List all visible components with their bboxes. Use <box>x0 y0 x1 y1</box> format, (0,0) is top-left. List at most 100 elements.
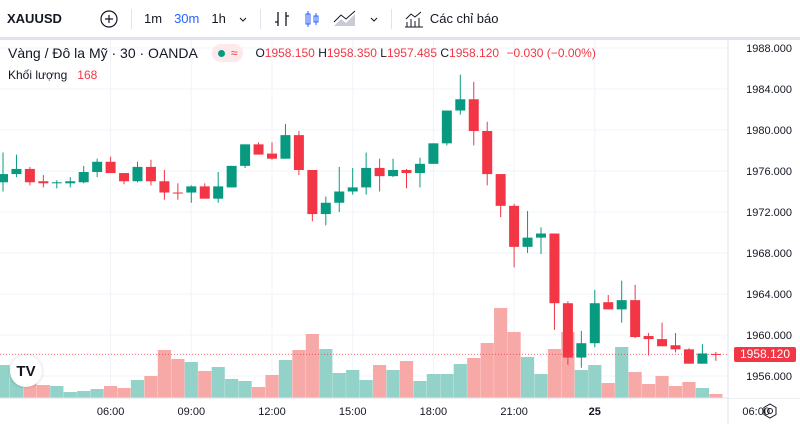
time-tick-label: 18:00 <box>420 406 448 418</box>
area-chart-type-button[interactable] <box>327 5 363 33</box>
time-tick-label: 15:00 <box>339 406 367 418</box>
volume-bar <box>399 361 414 398</box>
candle-body <box>119 173 130 182</box>
candle-body <box>697 353 708 364</box>
candle <box>78 165 89 184</box>
price-tick-label: 1960.000 <box>746 330 792 342</box>
candle <box>509 203 520 268</box>
plus-circle-icon <box>100 9 118 28</box>
candle-body <box>455 99 466 111</box>
bar-chart-type-button[interactable] <box>267 5 297 33</box>
candle <box>38 175 49 188</box>
price-chart[interactable]: 1988.000 1984.000 1980.000 1976.000 1972.000… <box>0 40 800 424</box>
candle-body <box>576 343 587 358</box>
approx-icon: ≈ <box>230 46 238 60</box>
area-chart-icon <box>333 10 356 26</box>
chart-type-dropdown[interactable] <box>363 5 385 33</box>
candle-body <box>24 168 35 183</box>
tradingview-logo[interactable]: TV <box>10 355 42 387</box>
compare-symbol-button[interactable] <box>93 5 125 33</box>
volume-bar <box>668 386 683 398</box>
volume-bar <box>359 380 373 398</box>
candle-body <box>78 172 89 183</box>
candle-body <box>562 303 573 358</box>
volume-bar <box>695 388 709 398</box>
price-tick-label: 1972.000 <box>746 207 792 219</box>
market-open-icon <box>217 49 225 57</box>
volume-bar <box>574 370 588 398</box>
time-tick-label: 06:00 <box>742 406 770 418</box>
volume-bar <box>642 384 656 398</box>
volume-bar <box>171 359 185 398</box>
candle <box>710 351 721 361</box>
candle-body <box>603 302 614 310</box>
candle-body <box>293 135 304 170</box>
candle-body <box>267 153 277 159</box>
candle <box>468 81 479 146</box>
volume-bar <box>628 372 642 398</box>
candle <box>522 210 533 253</box>
volume-bar <box>251 387 266 398</box>
settings-icon[interactable] <box>762 403 778 419</box>
interval-1m[interactable]: 1m <box>144 11 163 26</box>
candle <box>697 344 708 364</box>
candle-body <box>65 181 76 184</box>
price-tick-label: 1988.000 <box>746 43 792 55</box>
price-axis <box>729 40 800 398</box>
indicators-label: Các chỉ báo <box>429 11 499 26</box>
volume-bar <box>104 386 118 398</box>
candle-body <box>589 303 600 344</box>
candle-body <box>509 205 520 247</box>
candle-body <box>172 192 183 194</box>
candle <box>616 280 627 323</box>
symbol-search[interactable]: XAUUSD <box>7 11 62 26</box>
volume-bar <box>211 367 225 398</box>
candle <box>105 156 116 174</box>
volume-bar <box>709 394 723 398</box>
market-status-badge[interactable]: ≈ <box>211 44 244 62</box>
volume-bar <box>507 332 521 398</box>
candles-icon <box>305 10 319 27</box>
low-label: L <box>380 46 387 60</box>
candle-body <box>145 166 156 182</box>
candle <box>562 301 573 365</box>
interval-30m[interactable]: 30m <box>174 11 200 26</box>
candle-body <box>213 186 224 199</box>
candle <box>145 159 156 186</box>
candle-body <box>710 353 721 355</box>
indicators-button[interactable]: Các chỉ báo <box>398 5 505 33</box>
candle <box>267 142 277 160</box>
volume-bar <box>682 382 696 398</box>
candle <box>65 177 76 188</box>
candle-body <box>522 237 533 247</box>
candle <box>334 166 345 212</box>
candle-body <box>388 169 399 177</box>
divider <box>390 8 392 29</box>
candle-body <box>347 187 358 192</box>
volume-bar <box>278 360 293 398</box>
candle <box>361 152 372 195</box>
candle-chart-type-button[interactable] <box>297 5 327 33</box>
indicators-icon <box>404 11 423 27</box>
bars-icon <box>274 11 289 26</box>
candle-body <box>199 186 210 199</box>
volume-bar <box>265 375 279 398</box>
volume-bar <box>520 357 535 398</box>
candle-body <box>253 144 264 155</box>
divider <box>259 8 261 29</box>
candle-body <box>38 181 49 184</box>
candle <box>51 180 62 189</box>
candle <box>428 143 439 164</box>
candle <box>414 157 425 188</box>
logo-text: TV <box>16 362 36 380</box>
interval-1h[interactable]: 1h <box>211 11 226 26</box>
volume-bar <box>90 389 104 398</box>
volume-bar <box>373 365 387 398</box>
candle-body <box>630 300 641 338</box>
candle-body <box>51 182 62 184</box>
candle <box>630 284 641 339</box>
interval-dropdown[interactable] <box>232 5 254 33</box>
candle <box>11 154 22 178</box>
time-tick-label: 21:00 <box>500 406 528 418</box>
candle-body <box>441 110 452 144</box>
